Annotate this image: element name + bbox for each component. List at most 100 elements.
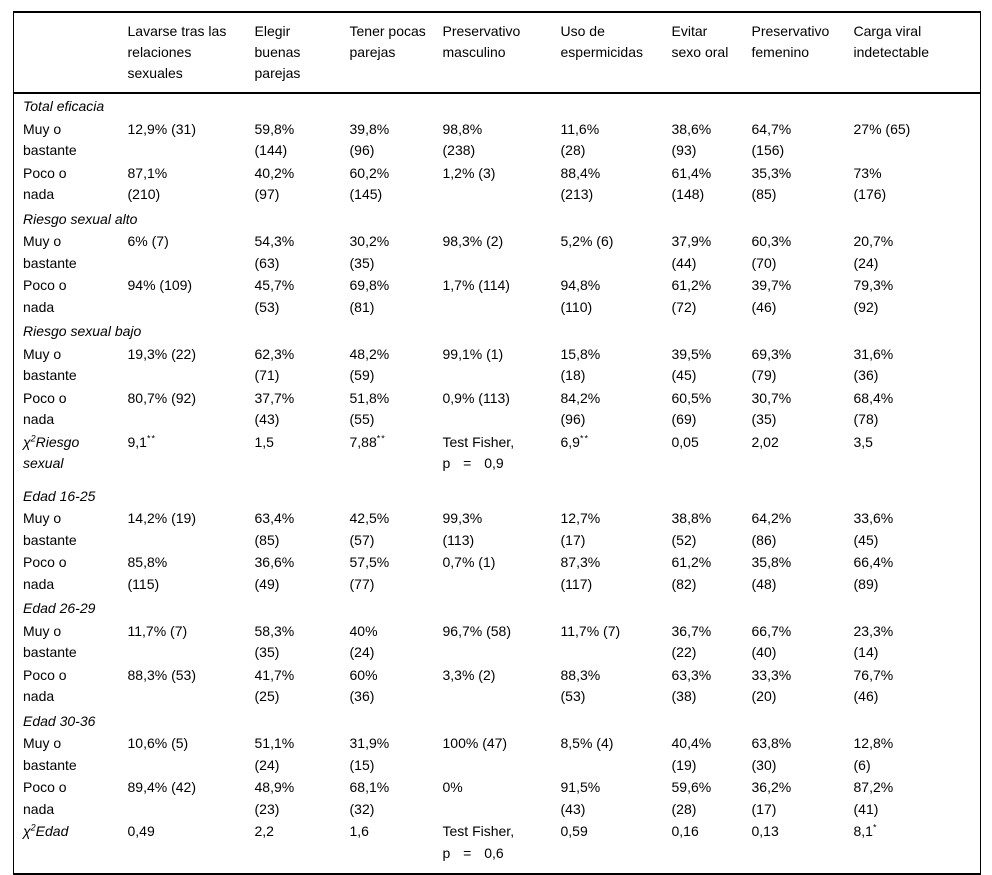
data-cell: 35,8% (48) <box>743 552 845 596</box>
cell-line: 79,3% <box>853 277 894 293</box>
data-cell: 35,3% (85) <box>743 163 845 207</box>
cell-line: 0,49 <box>127 823 155 839</box>
cell-line: 66,4% <box>853 554 894 570</box>
stat-cell: 0,59 <box>552 821 663 874</box>
row-label: Muy o bastante <box>23 233 77 271</box>
cell-line: (117) <box>560 575 593 592</box>
cell-line: 42,5% <box>349 510 390 526</box>
data-cell: 59,8% (144) <box>246 119 341 163</box>
data-cell: 68,4% (78) <box>845 388 981 432</box>
chi-square-row-label: χ2Edad <box>14 821 119 874</box>
cell-line: 0,59 <box>560 823 588 839</box>
data-cell: 79,3% (92) <box>845 275 981 319</box>
cell-line: 87,3% <box>560 554 601 570</box>
cell-line: (238) <box>442 142 476 158</box>
stat-cell: 0,16 <box>663 821 743 874</box>
row-label: Muy o bastante <box>23 735 77 773</box>
cell-line: (213) <box>560 186 594 202</box>
cell-line: (45) <box>671 367 697 383</box>
cell-line: (48) <box>751 575 777 592</box>
data-cell: 88,3% (53) <box>119 665 246 709</box>
cell-line: (20) <box>751 688 777 704</box>
data-cell: 39,7% (46) <box>743 275 845 319</box>
data-cell: 63,4% (85) <box>246 508 341 552</box>
data-cell: 59,6% (28) <box>663 777 743 821</box>
cell-line: (6) <box>853 756 871 773</box>
cell-line: (92) <box>853 298 879 315</box>
data-cell: 99,3% (113) <box>434 508 552 552</box>
cell-line: 30,7% <box>751 389 792 406</box>
section-row: Edad 30-36 <box>14 709 981 734</box>
cell-line: 73% <box>853 164 882 181</box>
cell-line: 10,6% (5) <box>127 735 189 751</box>
cell-line: 88,3% (53) <box>127 666 196 683</box>
column-header: Evitar sexo oral <box>662 12 743 94</box>
cell-line: (45) <box>853 531 879 548</box>
cell-line: 37,9% <box>671 233 712 249</box>
cell-line: 30,2% <box>349 233 390 249</box>
cell-line: (148) <box>671 186 705 202</box>
cell-line: (55) <box>349 411 375 427</box>
row-label: Muy o bastante <box>23 120 77 159</box>
data-cell: 48,9% (23) <box>246 777 341 821</box>
cell-line: 84,2% <box>560 389 601 406</box>
cell-line: 85,8% <box>127 554 168 570</box>
cell-line: (210) <box>127 186 161 202</box>
data-cell: 87,2% (41) <box>845 777 981 821</box>
cell-line: (110) <box>560 298 593 315</box>
stat-cell: 8,1* <box>845 821 981 874</box>
cell-line: 1,2% (3) <box>442 164 496 181</box>
cell-line: 60,3% <box>751 233 792 249</box>
cell-line: 60% <box>349 666 378 683</box>
cell-line: 94,8% <box>560 277 601 293</box>
stat-cell: Test Fisher, p = 0,6 <box>434 821 552 874</box>
chi-exponent: 2 <box>30 432 36 443</box>
cell-line: (63) <box>254 254 280 271</box>
cell-line: (145) <box>349 186 383 202</box>
row-label: Muy o bastante <box>23 622 77 661</box>
cell-line: (46) <box>751 298 777 315</box>
data-cell: 40,4% (19) <box>663 733 743 777</box>
cell-line: 23,3% <box>853 622 894 639</box>
cell-line: 68,1% <box>349 779 390 795</box>
cell-line: 59,8% <box>254 120 295 137</box>
cell-line: 63,3% <box>671 666 712 683</box>
data-cell: 38,6% (93) <box>663 119 743 163</box>
cell-line: 31,9% <box>349 735 390 751</box>
cell-line: 7,88 <box>349 433 377 450</box>
data-row: Muy o bastante 6% (7) 54,3% (63) 30,2% (35)… <box>14 231 981 275</box>
cell-line: 11,7% (7) <box>560 622 621 639</box>
cell-line: 39,7% <box>751 277 792 293</box>
cell-line: (79) <box>751 367 777 383</box>
significance-asterisk: ** <box>376 432 386 443</box>
cell-line: 1,5 <box>254 433 274 450</box>
cell-line: (59) <box>349 367 375 383</box>
cell-line: 0,13 <box>751 823 779 839</box>
chi-square-row-label: χ2Riesgo sexual <box>14 432 119 484</box>
cell-line: 1,6 <box>349 823 369 839</box>
cell-line: 63,4% <box>254 510 295 526</box>
data-row: Poco o nada 94% (109) 45,7% (53) 69,8% (81)… <box>14 275 981 319</box>
stat-cell: 1,5 <box>246 432 341 484</box>
cell-line: 8,5% (4) <box>560 735 614 751</box>
data-cell: 23,3% (14) <box>845 621 981 665</box>
cell-line: (85) <box>751 186 777 202</box>
cell-line: 62,3% <box>254 345 295 362</box>
cell-line: 39,5% <box>671 345 712 362</box>
data-cell: 60,2% (145) <box>341 163 434 207</box>
cell-line: 89,4% (42) <box>127 779 196 795</box>
data-cell: 36,7% (22) <box>663 621 743 665</box>
data-cell: 61,2% (82) <box>663 552 743 596</box>
section-row: Total eficacia <box>14 93 981 119</box>
cell-line: 40,2% <box>254 164 295 181</box>
cell-line: (93) <box>671 142 697 158</box>
data-cell: 10,6% (5) <box>119 733 246 777</box>
data-cell: 89,4% (42) <box>119 777 246 821</box>
cell-line: (36) <box>349 688 375 704</box>
cell-line: 63,8% <box>751 735 792 751</box>
cell-line: 64,7% <box>751 120 792 137</box>
data-cell: 87,3% (117) <box>552 552 663 596</box>
cell-line: 66,7% <box>751 622 792 639</box>
cell-line: (71) <box>254 367 280 383</box>
cell-line: 35,8% <box>751 554 792 570</box>
